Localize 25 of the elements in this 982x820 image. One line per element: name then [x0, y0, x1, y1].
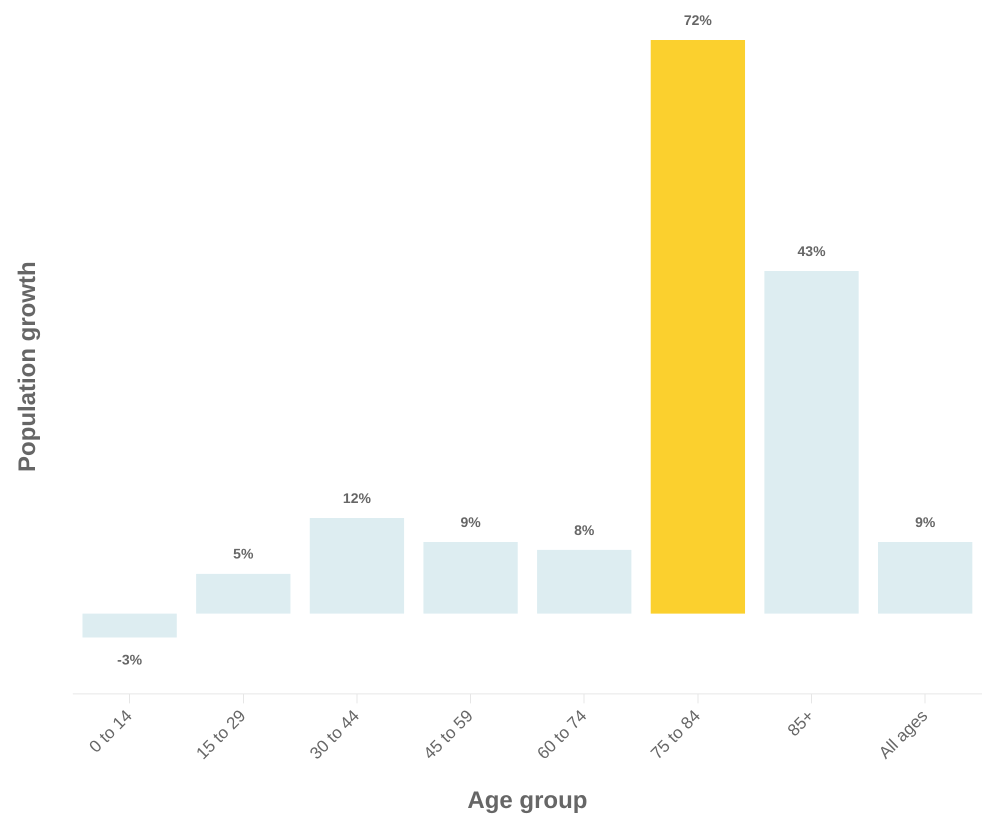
x-tick-label: 75 to 84	[647, 706, 704, 764]
y-axis-title: Population growth	[14, 261, 42, 472]
bar	[537, 550, 632, 614]
bar	[196, 574, 290, 614]
x-tick-label: 15 to 29	[192, 706, 250, 764]
x-tick-label: 30 to 44	[306, 706, 364, 764]
bar	[878, 542, 972, 614]
x-tick-label: 0 to 14	[86, 706, 136, 756]
bar	[764, 271, 859, 614]
data-label: 9%	[915, 514, 936, 530]
data-label: 72%	[684, 12, 712, 28]
x-axis-title: Age group	[467, 787, 588, 814]
x-tick-label: 85+	[784, 706, 818, 740]
bar	[82, 614, 177, 638]
data-label: -3%	[117, 651, 143, 668]
x-tick-label: 60 to 74	[533, 706, 590, 764]
bar	[310, 518, 404, 614]
data-label: 8%	[574, 522, 595, 538]
bar	[423, 542, 518, 614]
x-tick-label: 45 to 59	[420, 706, 477, 764]
data-label: 43%	[798, 242, 826, 259]
bar	[650, 40, 746, 614]
data-label: 9%	[460, 514, 482, 530]
data-label: 12%	[342, 490, 372, 506]
data-label: 5%	[233, 546, 254, 562]
